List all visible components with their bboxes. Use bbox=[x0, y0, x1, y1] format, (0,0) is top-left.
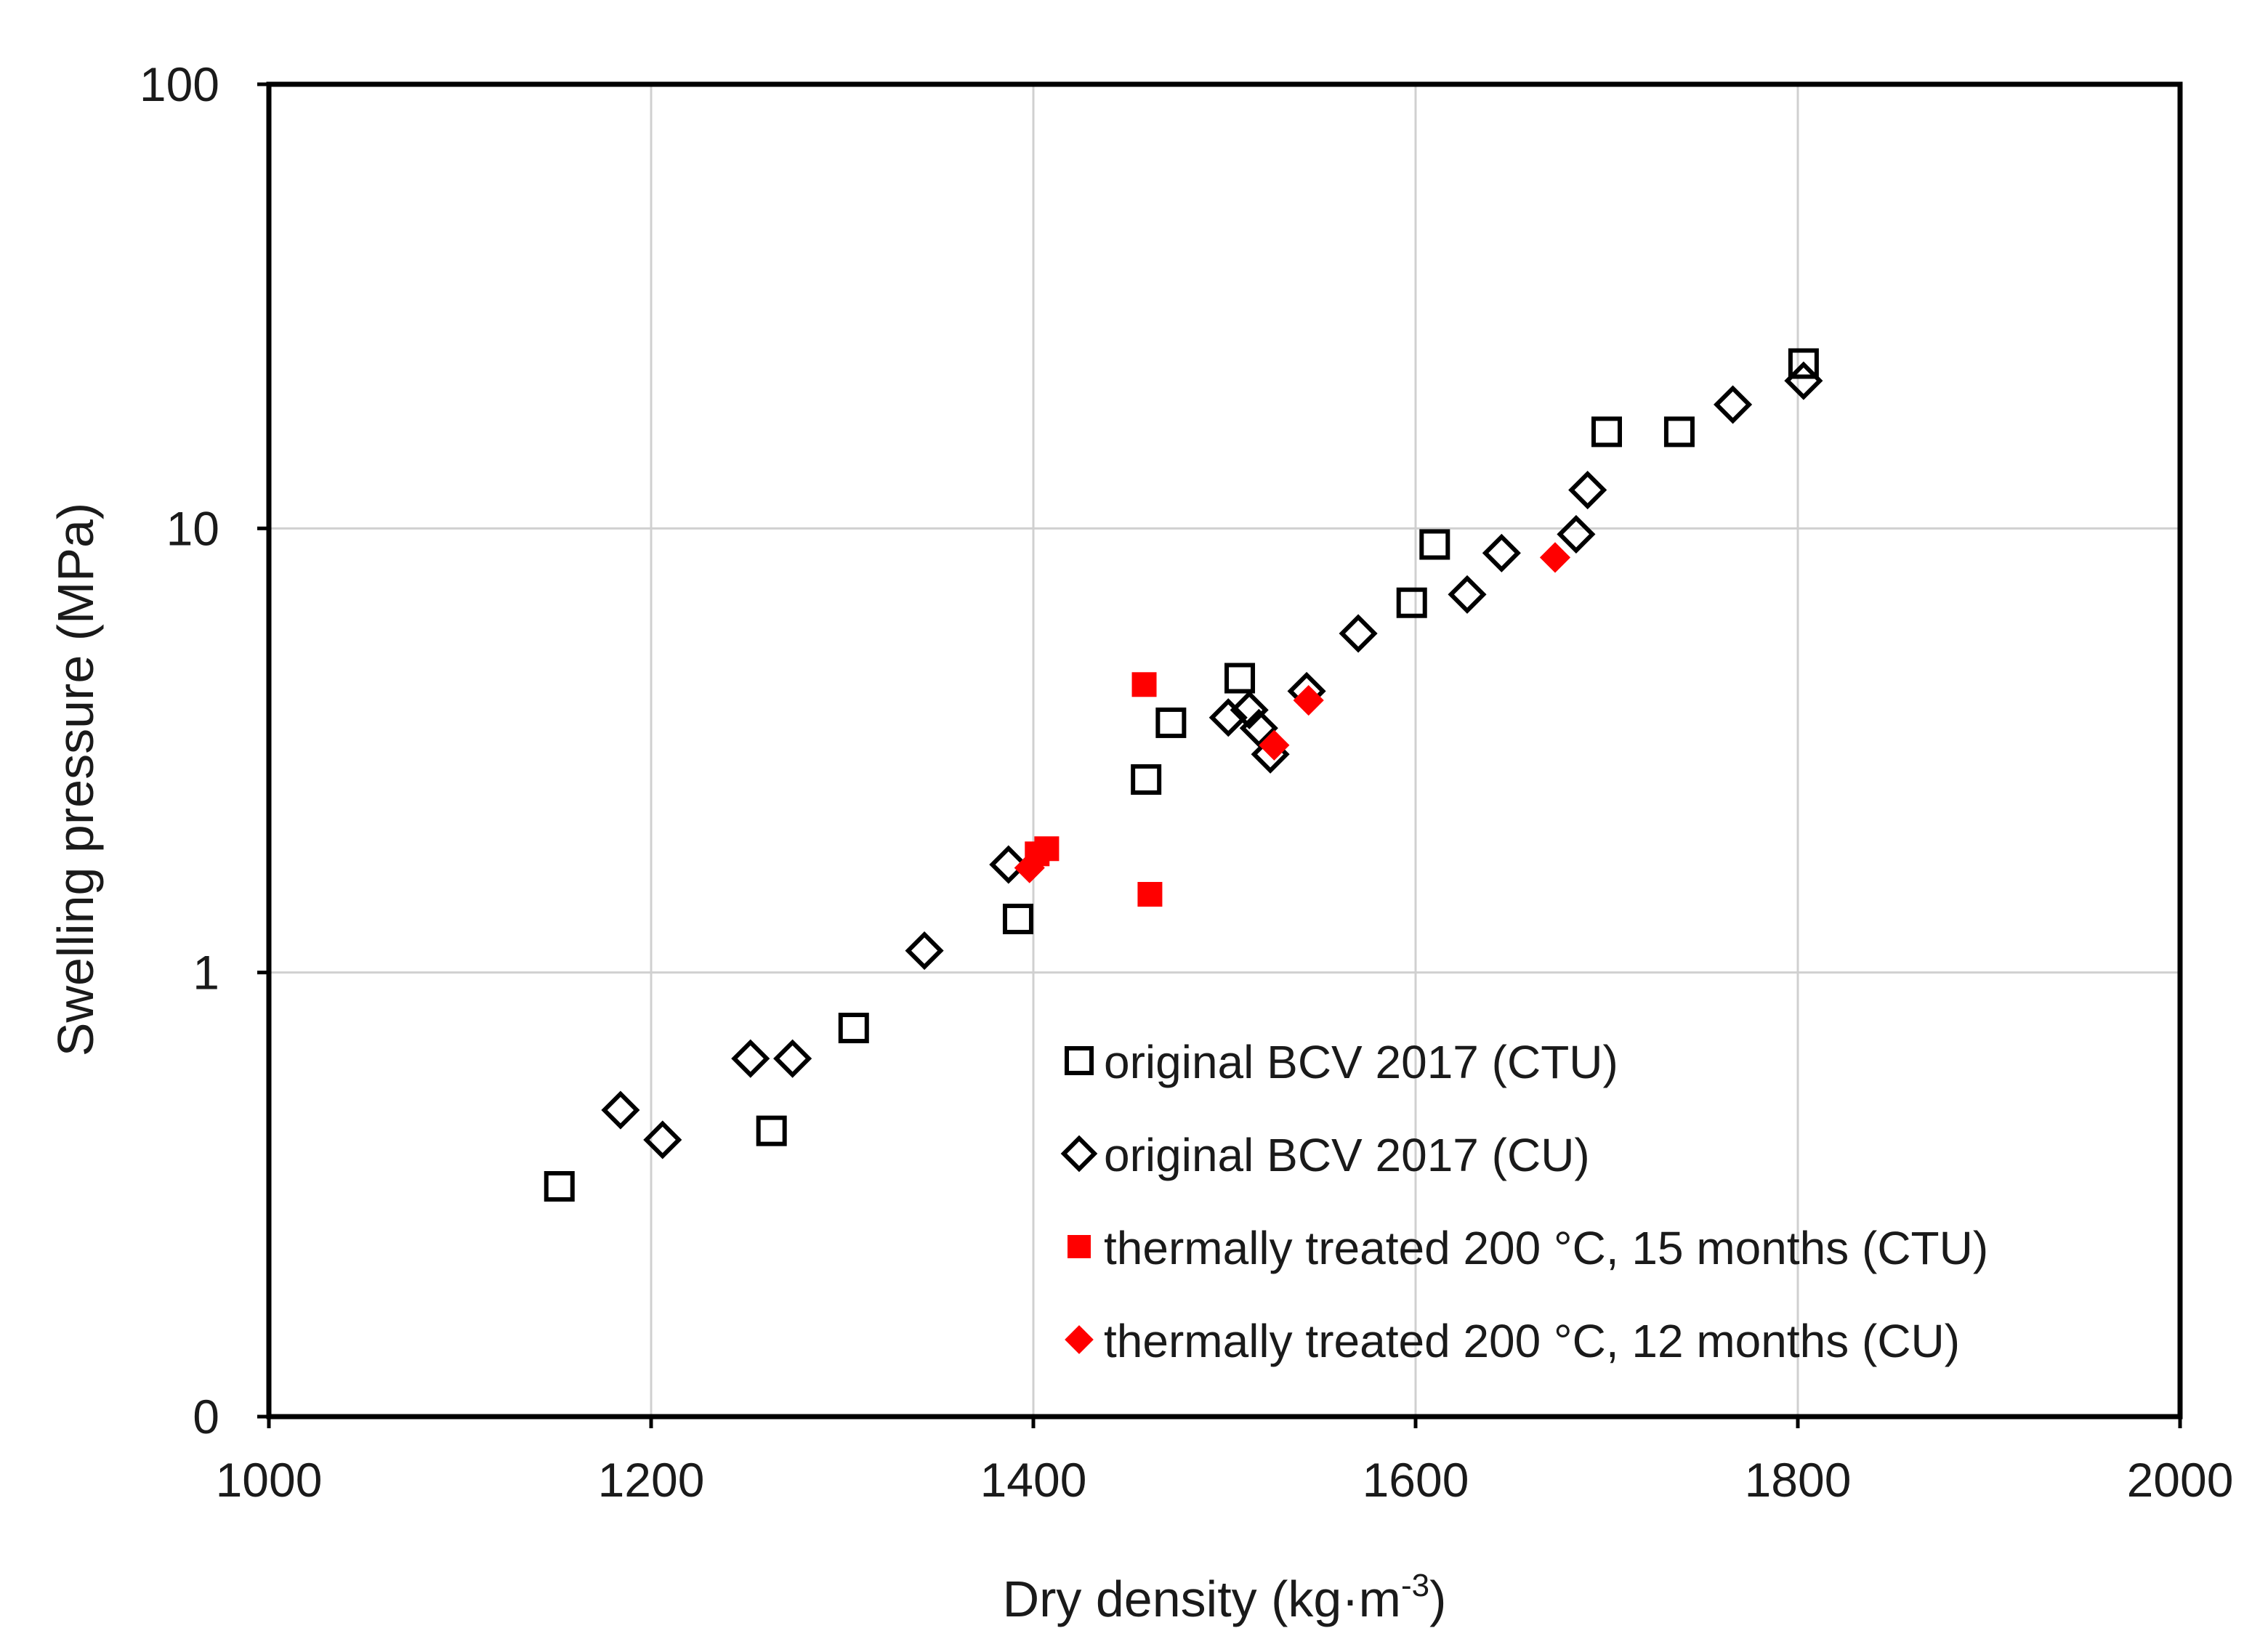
legend-marker bbox=[1060, 1135, 1098, 1173]
legend-marker bbox=[1065, 1046, 1094, 1075]
data-points bbox=[544, 348, 1823, 1202]
diamond-data-point bbox=[1014, 852, 1045, 883]
series-1 bbox=[544, 348, 1819, 1202]
axis-ticks bbox=[257, 82, 2182, 1428]
legend-item: thermally treated 200 °C, 15 months (CTU… bbox=[1068, 1222, 1988, 1274]
diamond-data-point bbox=[1230, 690, 1269, 729]
legend-marker bbox=[1065, 1325, 1094, 1354]
legend-item: original BCV 2017 (CU) bbox=[1060, 1129, 1590, 1181]
square-data-point bbox=[1591, 416, 1622, 448]
diamond-data-point bbox=[1482, 533, 1521, 572]
square-data-point bbox=[1137, 882, 1163, 907]
square-data-point bbox=[1034, 836, 1060, 862]
diamond-data-point bbox=[905, 931, 944, 971]
square-data-point bbox=[1131, 672, 1157, 697]
legend-item: original BCV 2017 (CTU) bbox=[1065, 1036, 1618, 1088]
square-data-point bbox=[1788, 348, 1819, 379]
y-tick-label: 10 bbox=[166, 501, 219, 555]
legend: original BCV 2017 (CTU) original BCV 2017… bbox=[1060, 1036, 1988, 1367]
diamond-data-point bbox=[643, 1120, 682, 1159]
diamond-data-point bbox=[1557, 514, 1596, 554]
grid-lines bbox=[269, 84, 2180, 1417]
diamond-data-point bbox=[1339, 614, 1378, 653]
x-axis-title: Dry density (kg·m-3) bbox=[1003, 1568, 1447, 1627]
x-tick-label: 1400 bbox=[980, 1453, 1087, 1507]
plot-area-frame bbox=[266, 81, 2183, 1420]
axis-tick-labels: 1000 1200 1400 1600 1800 2000 0 1 10 100 bbox=[140, 57, 2234, 1507]
legend-label: thermally treated 200 °C, 12 months (CU) bbox=[1104, 1315, 1960, 1367]
diamond-data-point bbox=[1239, 708, 1278, 748]
diamond-data-point bbox=[1448, 575, 1487, 614]
square-data-point bbox=[1155, 707, 1187, 738]
square-data-point bbox=[544, 1171, 575, 1202]
legend-label: thermally treated 200 °C, 15 months (CTU… bbox=[1104, 1222, 1988, 1274]
legend-label: original BCV 2017 (CTU) bbox=[1104, 1036, 1618, 1088]
diamond-data-point bbox=[1539, 542, 1571, 573]
diamond-data-point bbox=[1568, 470, 1607, 510]
square-data-point bbox=[1396, 587, 1427, 618]
series-4 bbox=[1014, 542, 1571, 883]
x-tick-label: 1000 bbox=[216, 1453, 323, 1507]
square-data-point bbox=[838, 1013, 869, 1044]
legend-item: thermally treated 200 °C, 12 months (CU) bbox=[1065, 1315, 1960, 1367]
legend-label: original BCV 2017 (CU) bbox=[1104, 1129, 1590, 1181]
diamond-data-point bbox=[1784, 361, 1823, 400]
diamond-data-point bbox=[1259, 729, 1290, 761]
diamond-data-point bbox=[1714, 385, 1753, 424]
diamond-data-point bbox=[731, 1039, 770, 1078]
square-data-point bbox=[756, 1115, 787, 1146]
y-tick-label: 1 bbox=[193, 946, 219, 1000]
x-tick-label: 2000 bbox=[2127, 1453, 2234, 1507]
y-tick-label: 100 bbox=[140, 57, 219, 111]
x-tick-label: 1600 bbox=[1363, 1453, 1469, 1507]
diamond-data-point bbox=[1293, 684, 1324, 716]
x-tick-label: 1200 bbox=[598, 1453, 705, 1507]
diamond-data-point bbox=[1208, 698, 1248, 737]
y-axis-title: Swelling pressure (MPa) bbox=[47, 503, 104, 1056]
x-tick-label: 1800 bbox=[1745, 1453, 1852, 1507]
legend-marker bbox=[1068, 1235, 1091, 1258]
diamond-data-point bbox=[989, 845, 1028, 884]
diamond-data-point bbox=[773, 1039, 812, 1078]
square-data-point bbox=[1663, 416, 1695, 448]
square-data-point bbox=[1002, 903, 1033, 934]
y-tick-label: 0 bbox=[193, 1390, 219, 1444]
square-data-point bbox=[1419, 529, 1450, 560]
square-data-point bbox=[1131, 764, 1162, 795]
diamond-data-point bbox=[601, 1090, 640, 1130]
square-data-point bbox=[1224, 663, 1256, 694]
series-2 bbox=[601, 361, 1823, 1159]
